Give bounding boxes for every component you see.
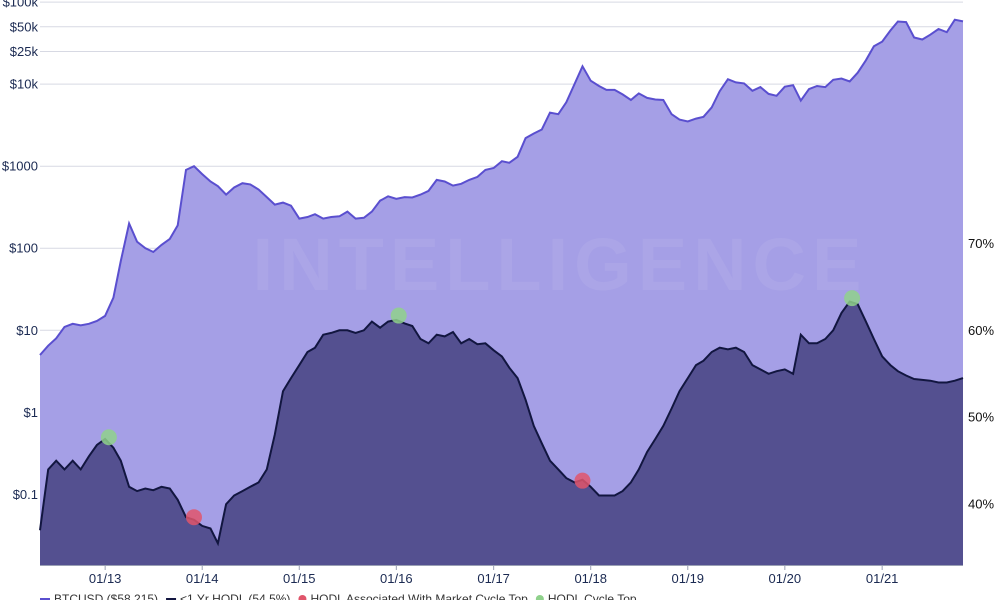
market-cycle-top-marker bbox=[185, 509, 202, 526]
legend-label: HODL Associated With Market Cycle Top bbox=[310, 592, 528, 600]
y-right-tick-label: 70% bbox=[968, 236, 994, 251]
y-left-tick-label: $10k bbox=[10, 77, 39, 92]
y-left-tick-label: $50k bbox=[10, 19, 39, 34]
legend-line-swatch bbox=[166, 598, 177, 600]
hodl-cycle-top-marker bbox=[390, 307, 407, 324]
x-tick-label: 01/17 bbox=[477, 571, 510, 586]
y-left-tick-label: $25k bbox=[10, 44, 39, 59]
y-right-tick-label: 50% bbox=[968, 410, 994, 425]
y-left-tick-label: $0.1 bbox=[13, 487, 38, 502]
x-axis: 01/13 01/14 01/15 01/16 01/17 01/18 01/19 01/20… bbox=[40, 565, 963, 586]
y-right-tick-label: 60% bbox=[968, 323, 994, 338]
legend-label: BTCUSD ($58,215) bbox=[54, 592, 158, 600]
hodl-cycle-top-marker bbox=[844, 290, 861, 307]
x-tick-label: 01/16 bbox=[380, 571, 413, 586]
x-tick-label: 01/21 bbox=[866, 571, 899, 586]
x-tick-label: 01/13 bbox=[89, 571, 122, 586]
x-tick-label: 01/18 bbox=[574, 571, 607, 586]
x-tick-label: 01/15 bbox=[283, 571, 316, 586]
legend-line-swatch bbox=[40, 598, 50, 600]
hodl-area bbox=[40, 301, 963, 565]
y-left-tick-label: $1 bbox=[24, 405, 38, 420]
x-tick-label: 01/19 bbox=[672, 571, 705, 586]
watermark: INTELLIGENCE bbox=[253, 223, 868, 306]
y-left-tick-label: $100 bbox=[9, 241, 38, 256]
x-tick-label: 01/14 bbox=[186, 571, 219, 586]
y-left-tick-label: $10 bbox=[16, 323, 38, 338]
hodl-cycle-top-marker bbox=[100, 429, 117, 446]
markers bbox=[100, 290, 861, 526]
legend-label: HODL Cycle Top bbox=[548, 592, 637, 600]
legend-dot-swatch bbox=[535, 595, 544, 600]
btc-price-line bbox=[39, 18, 964, 356]
legend-dot-swatch bbox=[298, 595, 307, 600]
x-tick-label: 01/20 bbox=[769, 571, 802, 586]
y-left-tick-label: $100k bbox=[3, 0, 39, 10]
legend-label: <1 Yr HODL (54.5%) bbox=[180, 592, 290, 600]
y-axis-left: $0.1 $1 $10 $100 $1000 $10k $25k $50k $100k bbox=[2, 0, 39, 502]
market-cycle-top-marker bbox=[574, 472, 591, 489]
y-left-tick-label: $1000 bbox=[2, 159, 38, 174]
y-axis-right: 40% 50% 60% 70% bbox=[968, 236, 994, 512]
legend: BTCUSD ($58,215) <1 Yr HODL (54.5%) HODL A… bbox=[40, 592, 637, 600]
y-right-tick-label: 40% bbox=[968, 497, 994, 512]
